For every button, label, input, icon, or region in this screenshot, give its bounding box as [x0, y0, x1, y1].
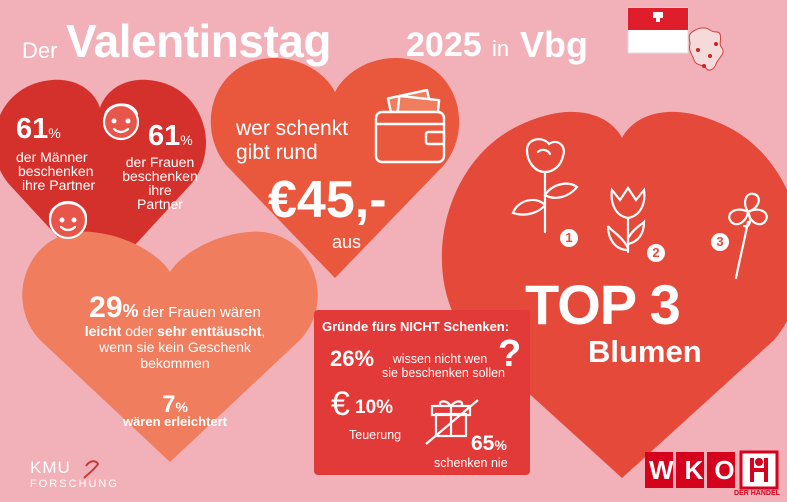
budget-suffix: aus	[332, 232, 362, 252]
reasons-box	[314, 310, 530, 475]
reason2-text: Teuerung	[349, 428, 402, 442]
header-year: 2025	[406, 26, 482, 64]
tulip-icon	[606, 186, 646, 254]
women-text: der Frauen beschenken ihre Partner	[122, 154, 198, 212]
kmu-logo-subtext: FORSCHUNG	[30, 478, 119, 490]
relieved-block: 7% wären erleichtert	[122, 391, 228, 429]
gift-crossed-icon	[425, 399, 479, 445]
budget-line2: gibt rund	[236, 141, 318, 164]
wallet-money-icon	[374, 88, 446, 164]
men-text: der Männer beschenken ihre Partner	[16, 149, 96, 193]
men-percent: 61%	[16, 113, 61, 145]
reason1-percent: 26%	[330, 346, 375, 371]
wko-logo-icon	[645, 450, 779, 490]
woman-face-icon	[48, 200, 88, 240]
disappointed-block: 29% der Frauen wären leicht oder sehr en…	[84, 291, 266, 372]
rose-icon	[511, 138, 579, 234]
rank-3-badge: 3	[711, 233, 729, 251]
top3-subtitle: Blumen	[588, 334, 702, 369]
rank-1-badge: 1	[560, 229, 578, 247]
vorarlberg-flag-icon	[627, 7, 724, 71]
reasons-title: Gründe fürs NICHT Schenken:	[322, 319, 510, 334]
reason3-percent: 65%	[471, 432, 507, 455]
rank-2-badge: 2	[647, 244, 665, 262]
heart-gifting	[0, 79, 206, 283]
heart-disappointed	[22, 231, 318, 462]
header-prefix: Der	[22, 38, 58, 63]
header-region: Vbg	[520, 24, 588, 65]
wko-logo-subtext: DER HANDEL	[734, 490, 780, 497]
top3-title: TOP 3	[525, 273, 681, 336]
page-title: Valentinstag	[66, 15, 331, 67]
question-mark-icon: ?	[498, 333, 522, 375]
women-percent: 61%	[148, 120, 193, 152]
budget-amount: €45,-	[268, 171, 387, 229]
reason3-text: schenken nie	[434, 456, 508, 470]
header-in: in	[492, 36, 510, 61]
reason2-percent: 10%	[355, 397, 394, 418]
budget-line1: wer schenkt	[236, 117, 349, 140]
man-face-icon	[102, 103, 140, 141]
kmu-logo-icon	[83, 460, 100, 479]
wko-logo-text: WKO	[649, 455, 746, 485]
reason1-text: wissen nicht wen sie beschenken sollen	[382, 352, 505, 380]
euro-icon: €	[331, 385, 350, 423]
orchid-icon	[728, 192, 768, 280]
kmu-logo-text: KMU	[30, 458, 71, 477]
